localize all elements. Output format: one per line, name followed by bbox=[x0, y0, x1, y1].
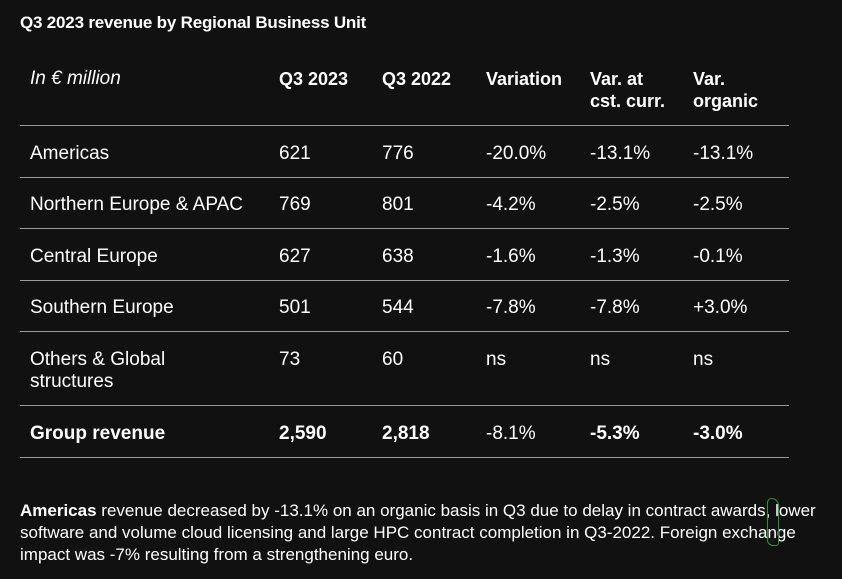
cell-var-cst: -1.3% bbox=[590, 246, 640, 267]
row-label: Northern Europe & APAC bbox=[30, 194, 243, 215]
cell-variation: -1.6% bbox=[486, 246, 536, 267]
cell-q3-2022: 801 bbox=[382, 194, 414, 215]
row-label: Others & Global structures bbox=[30, 349, 165, 393]
paragraph-text-2: and volume cloud licensing and large HPC… bbox=[20, 523, 796, 564]
row-label-line1: Others & Global bbox=[30, 349, 166, 370]
cell-variation: ns bbox=[486, 349, 507, 370]
unit-header: In € million bbox=[30, 68, 121, 89]
cell-q3-2023: 621 bbox=[279, 143, 311, 164]
total-q3-2023: 2,590 bbox=[279, 423, 327, 444]
page-title: Q3 2023 revenue by Regional Business Uni… bbox=[20, 13, 367, 32]
col-header-var-org-line1: Var. bbox=[693, 69, 726, 89]
commentary-paragraph: Americas revenue decreased by -13.1% on … bbox=[20, 498, 830, 566]
cell-q3-2022: 638 bbox=[382, 246, 414, 267]
row-label: Central Europe bbox=[30, 246, 158, 267]
cell-var-org: -2.5% bbox=[693, 194, 743, 215]
col-header-var-cst-line1: Var. at bbox=[590, 69, 644, 89]
cell-q3-2023: 501 bbox=[279, 297, 311, 318]
paragraph-text-1: revenue decreased by -13.1% on an organi… bbox=[96, 501, 776, 520]
cell-var-org: -0.1% bbox=[693, 246, 743, 267]
total-var-org: -3.0% bbox=[693, 423, 743, 444]
cell-var-cst: ns bbox=[590, 349, 611, 370]
row-label: Americas bbox=[30, 143, 110, 164]
row-rule bbox=[20, 331, 789, 332]
total-var-cst: -5.3% bbox=[590, 423, 640, 444]
row-rule bbox=[20, 405, 789, 406]
cell-q3-2023: 73 bbox=[279, 349, 301, 370]
row-label-line2: structures bbox=[30, 371, 114, 392]
header-rule bbox=[20, 125, 789, 126]
col-header-var-cst-line2: cst. curr. bbox=[590, 91, 666, 111]
col-header-q3-2023: Q3 2023 bbox=[279, 69, 349, 89]
highlighted-text: lower software bbox=[20, 501, 816, 542]
cell-q3-2023: 627 bbox=[279, 246, 311, 267]
col-header-var-org-line2: organic bbox=[693, 91, 759, 111]
total-label: Group revenue bbox=[30, 423, 166, 444]
cell-q3-2022: 776 bbox=[382, 143, 414, 164]
paragraph-lead: Americas bbox=[20, 501, 97, 520]
cell-var-cst: -2.5% bbox=[590, 194, 640, 215]
cell-q3-2022: 544 bbox=[382, 297, 414, 318]
cell-var-cst: -13.1% bbox=[590, 143, 651, 164]
total-q3-2022: 2,818 bbox=[382, 423, 430, 444]
col-header-variation: Variation bbox=[486, 69, 563, 89]
row-rule bbox=[20, 280, 789, 281]
col-header-var-organic: Var. organic bbox=[693, 68, 758, 112]
row-label: Southern Europe bbox=[30, 297, 174, 318]
col-header-var-cst-curr: Var. at cst. curr. bbox=[590, 68, 665, 112]
cell-var-org: ns bbox=[693, 349, 714, 370]
col-header-q3-2022: Q3 2022 bbox=[382, 69, 452, 89]
cell-q3-2023: 769 bbox=[279, 194, 311, 215]
cell-variation: -4.2% bbox=[486, 194, 536, 215]
total-variation: -8.1% bbox=[486, 423, 536, 444]
bottom-rule bbox=[20, 457, 789, 458]
row-rule bbox=[20, 228, 789, 229]
cell-variation: -20.0% bbox=[486, 143, 547, 164]
row-rule bbox=[20, 177, 789, 178]
cell-var-org: +3.0% bbox=[693, 297, 748, 318]
cell-var-org: -13.1% bbox=[693, 143, 754, 164]
cell-variation: -7.8% bbox=[486, 297, 536, 318]
cell-var-cst: -7.8% bbox=[590, 297, 640, 318]
cell-q3-2022: 60 bbox=[382, 349, 404, 370]
